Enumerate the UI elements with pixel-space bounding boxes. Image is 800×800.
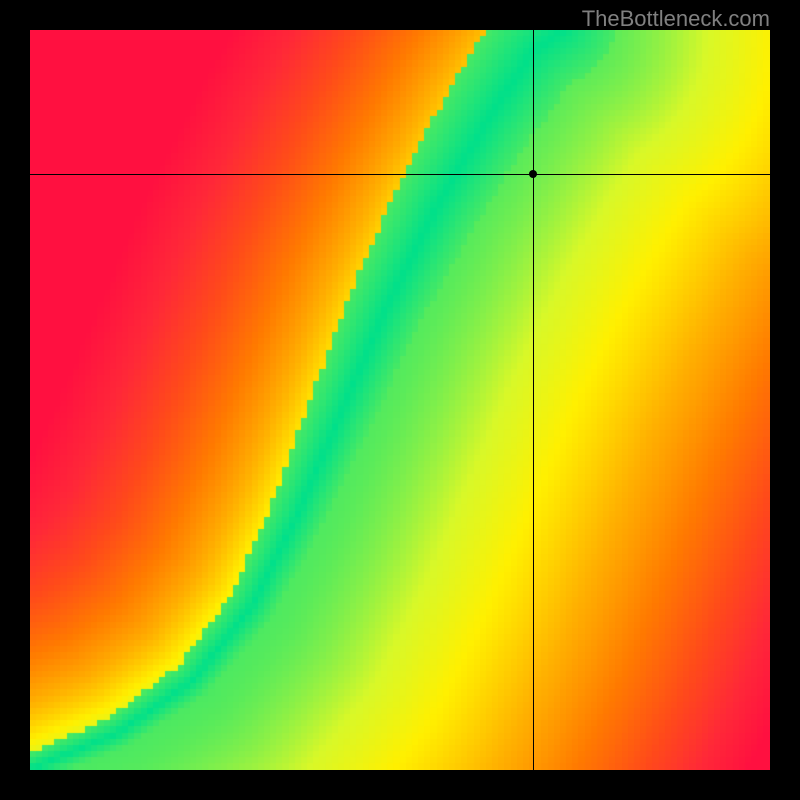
- crosshair-marker: [529, 170, 537, 178]
- crosshair-horizontal: [30, 174, 770, 175]
- heatmap-canvas: [30, 30, 770, 770]
- crosshair-vertical: [533, 30, 534, 770]
- watermark-text: TheBottleneck.com: [582, 6, 770, 32]
- plot-area: [30, 30, 770, 770]
